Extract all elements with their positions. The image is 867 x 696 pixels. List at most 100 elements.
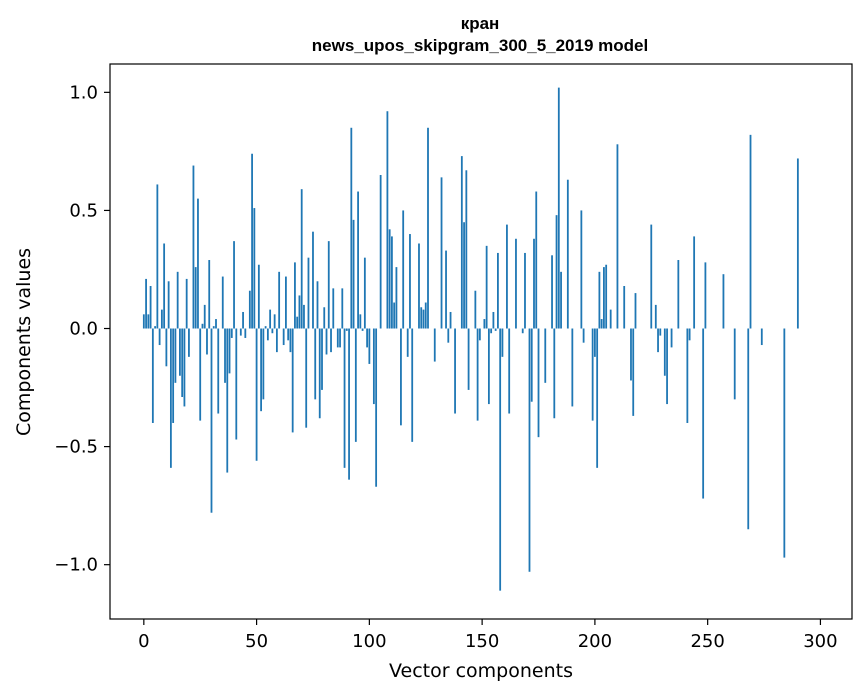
bar-15 — [176, 271, 179, 329]
bar-269 — [749, 134, 752, 329]
bar-28 — [206, 328, 208, 355]
bar-6 — [156, 184, 159, 329]
bar-125 — [424, 302, 427, 329]
bar-35 — [221, 276, 224, 329]
bar-11 — [167, 281, 170, 329]
x-tick-label: 50 — [245, 631, 268, 652]
bar-75 — [312, 231, 314, 329]
bar-39 — [230, 328, 233, 338]
y-tick-label: 0.5 — [69, 200, 98, 221]
y-tick-label: −1.0 — [54, 555, 98, 576]
bar-232 — [666, 328, 668, 405]
bar-1 — [145, 278, 147, 329]
bar-268 — [747, 328, 750, 530]
y-tick-label: −0.5 — [54, 437, 98, 458]
bar-93 — [352, 219, 355, 329]
bar-83 — [330, 328, 332, 353]
chart-title-line1: кран — [461, 14, 500, 33]
bar-194 — [580, 210, 583, 329]
bar-92 — [350, 127, 353, 329]
bar-172 — [530, 328, 533, 402]
bar-40 — [233, 241, 235, 329]
bar-81 — [325, 328, 328, 355]
x-axis-label: Vector components — [389, 660, 573, 682]
bar-91 — [348, 328, 350, 480]
bar-237 — [677, 260, 680, 329]
bar-84 — [332, 288, 335, 329]
bar-103 — [375, 328, 378, 487]
bar-242 — [688, 328, 691, 341]
bar-71 — [303, 304, 305, 329]
bar-112 — [395, 267, 398, 329]
bar-244 — [693, 236, 696, 329]
bar-59 — [275, 328, 278, 353]
bar-169 — [524, 252, 526, 329]
bar-20 — [188, 328, 190, 357]
bar-144 — [467, 328, 470, 390]
bar-162 — [508, 328, 511, 414]
bar-203 — [600, 319, 603, 329]
bar-249 — [704, 262, 707, 329]
bar-77 — [316, 281, 319, 329]
bar-66 — [291, 328, 294, 433]
bar-17 — [181, 328, 184, 397]
bar-119 — [411, 328, 414, 442]
bars-group — [142, 87, 799, 591]
bar-109 — [388, 229, 391, 329]
bar-43 — [239, 328, 242, 336]
bar-80 — [323, 307, 326, 329]
bar-60 — [278, 271, 281, 329]
bar-117 — [406, 328, 409, 357]
x-tick-label: 0 — [138, 631, 149, 652]
bar-204 — [603, 267, 605, 329]
bar-29 — [208, 260, 211, 329]
y-tick-label: 0.0 — [69, 319, 98, 340]
bar-115 — [402, 210, 405, 329]
bar-149 — [478, 328, 481, 341]
bar-225 — [650, 224, 653, 329]
bar-48 — [251, 153, 253, 329]
bar-185 — [560, 271, 562, 329]
bar-143 — [465, 170, 468, 329]
bar-24 — [197, 198, 199, 329]
bar-218 — [634, 293, 637, 329]
bar-9 — [163, 243, 166, 329]
bar-290 — [796, 158, 799, 329]
bar-2 — [147, 314, 150, 329]
y-axis-ticks: −1.0 −0.5 0.0 0.5 1.0 — [54, 82, 110, 576]
bar-132 — [440, 177, 443, 329]
bar-38 — [228, 328, 231, 374]
chart-title-line2: news_upos_skipgram_300_5_2019 model — [312, 36, 648, 55]
bar-175 — [537, 328, 540, 438]
bar-12 — [169, 328, 172, 468]
bar-207 — [609, 309, 612, 329]
bar-56 — [269, 309, 272, 329]
x-axis-ticks: 0 50 100 150 200 250 300 — [138, 619, 838, 652]
bar-99 — [366, 328, 368, 348]
bar-129 — [433, 328, 436, 362]
bar-95 — [357, 191, 359, 329]
x-tick-label: 100 — [352, 631, 386, 652]
bar-284 — [783, 328, 786, 558]
bar-41 — [235, 328, 238, 440]
bar-126 — [427, 127, 429, 329]
bar-213 — [623, 286, 626, 329]
bar-53 — [262, 328, 265, 400]
bar-161 — [506, 224, 508, 329]
bar-58 — [273, 314, 276, 329]
y-tick-label: 1.0 — [69, 82, 98, 103]
bar-65 — [289, 328, 292, 353]
bar-25 — [199, 328, 202, 421]
bar-173 — [533, 238, 535, 329]
bar-64 — [287, 328, 290, 341]
bar-4 — [151, 328, 154, 423]
bar-102 — [372, 328, 375, 405]
bar-36 — [224, 328, 226, 383]
bar-159 — [501, 328, 504, 357]
bar-87 — [339, 328, 341, 348]
bar-10 — [165, 328, 168, 367]
bar-13 — [172, 328, 175, 423]
bar-216 — [630, 328, 632, 381]
bar-171 — [528, 328, 531, 572]
bar-31 — [212, 326, 215, 329]
